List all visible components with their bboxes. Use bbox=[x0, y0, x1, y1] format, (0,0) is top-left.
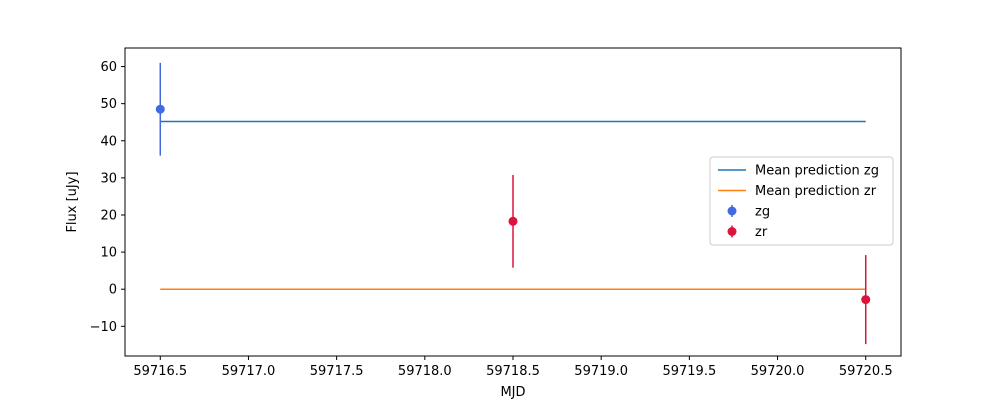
data-point bbox=[508, 216, 518, 226]
x-axis: 59716.5 59717.0 59717.5 59718.0 59718.5 59719… bbox=[133, 356, 893, 379]
x-tick-label: 59719.5 bbox=[662, 364, 716, 379]
x-tick-label: 59719.0 bbox=[574, 364, 628, 379]
y-axis-title: Flux [uJy] bbox=[65, 171, 80, 232]
y-tick-label: 10 bbox=[100, 246, 117, 261]
y-tick-label: −10 bbox=[90, 320, 117, 335]
legend: Mean prediction zg Mean prediction zr zg zr bbox=[709, 156, 894, 246]
x-tick-label: 59718.5 bbox=[486, 364, 540, 379]
y-tick-label: 40 bbox=[100, 134, 117, 149]
y-axis: −10 0 10 20 30 40 50 60 bbox=[90, 60, 125, 335]
y-tick-label: 60 bbox=[100, 60, 117, 75]
legend-label: Mean prediction zr bbox=[755, 184, 877, 199]
x-axis-title: MJD bbox=[500, 385, 525, 400]
y-tick-label: 20 bbox=[100, 208, 117, 223]
x-tick-label: 59717.0 bbox=[222, 364, 276, 379]
plot-content bbox=[155, 62, 871, 345]
y-tick-label: 50 bbox=[100, 97, 117, 112]
x-tick-label: 59720.5 bbox=[839, 364, 893, 379]
legend-label: zg bbox=[755, 205, 770, 220]
data-point bbox=[155, 104, 165, 114]
legend-label: zr bbox=[755, 225, 768, 240]
x-tick-label: 59720.0 bbox=[751, 364, 805, 379]
legend-marker-swatch bbox=[727, 227, 737, 236]
y-tick-label: 0 bbox=[109, 283, 117, 298]
y-tick-label: 30 bbox=[100, 171, 117, 186]
x-tick-label: 59717.5 bbox=[310, 364, 364, 379]
x-tick-label: 59716.5 bbox=[133, 364, 187, 379]
legend-box bbox=[709, 156, 894, 246]
data-point bbox=[861, 295, 871, 305]
legend-label: Mean prediction zg bbox=[755, 164, 879, 179]
x-tick-label: 59718.0 bbox=[398, 364, 452, 379]
legend-marker-swatch bbox=[727, 206, 737, 216]
